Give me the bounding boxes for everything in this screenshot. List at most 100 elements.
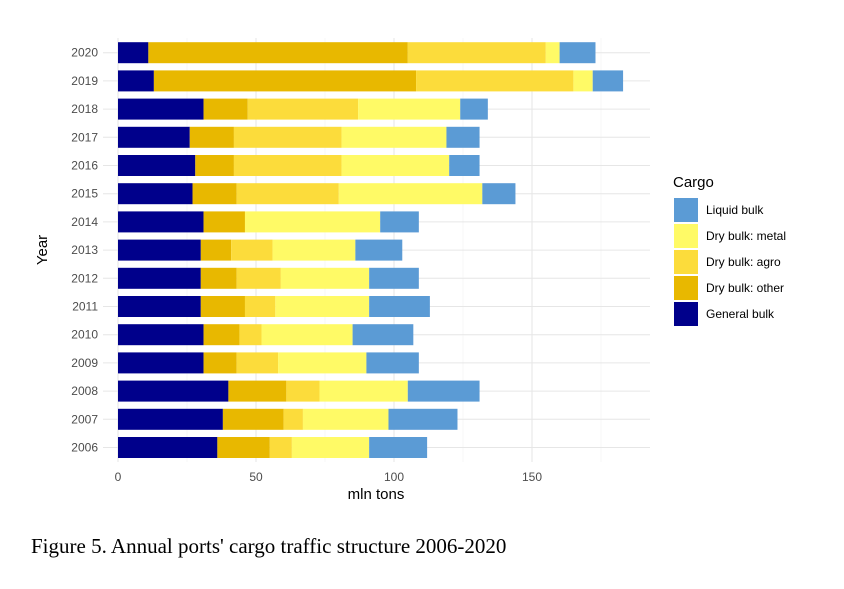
y-tick-label: 2006 — [71, 441, 98, 455]
bar-segment — [118, 98, 204, 120]
bar-segment — [239, 324, 262, 346]
legend-swatch — [674, 276, 698, 300]
bar-segment — [118, 211, 204, 233]
bar-segment — [118, 437, 218, 458]
y-tick-labels: 2006 2007 2008 2009 2010 2011 2012 2013 2014 2015… — [71, 46, 98, 455]
bar-segment — [118, 324, 204, 346]
legend-swatch — [674, 224, 698, 248]
y-tick-label: 2008 — [71, 384, 98, 398]
bar-segment — [236, 352, 279, 374]
bar-segment — [352, 324, 414, 346]
bar-segment — [200, 239, 232, 261]
bar-segment — [416, 70, 574, 92]
stacked-bar-chart: 2006 2007 2008 2009 2010 2011 2012 2013 2014 2015… — [34, 38, 786, 503]
y-tick-label: 2012 — [71, 271, 98, 285]
bar-segment — [545, 42, 560, 64]
bar-segment — [369, 267, 419, 289]
bar-segment — [482, 183, 516, 205]
bar-segment — [341, 126, 447, 148]
bar-segment — [369, 437, 428, 458]
y-axis-title: Year — [34, 235, 51, 265]
bar-segment — [366, 352, 419, 374]
bar-segment — [203, 211, 245, 233]
bar-segment — [446, 126, 480, 148]
bar-segment — [275, 296, 370, 317]
bar-segment — [203, 352, 237, 374]
bar-segment — [341, 155, 450, 176]
bar-segment — [449, 155, 480, 176]
bar-segment — [118, 126, 190, 148]
bar-segment — [291, 437, 370, 458]
y-tick-label: 2010 — [71, 328, 98, 342]
bar-segment — [261, 324, 353, 346]
legend-title: Cargo — [673, 174, 714, 191]
bar-segment — [592, 70, 624, 92]
y-tick-label: 2009 — [71, 356, 98, 370]
y-tick-label: 2020 — [71, 46, 98, 60]
bar-segment — [319, 380, 408, 402]
bar-segment — [280, 267, 370, 289]
y-tick-label: 2011 — [72, 300, 98, 314]
y-tick-label: 2016 — [71, 159, 98, 173]
bar-segment — [407, 380, 480, 402]
bar-segment — [460, 98, 488, 120]
bar-segment — [192, 183, 237, 205]
bar-segment — [118, 352, 204, 374]
bar-segment — [148, 42, 408, 64]
x-tick-label: 150 — [522, 470, 542, 484]
bar-segment — [236, 183, 339, 205]
bar-segment — [153, 70, 417, 92]
y-tick-label: 2017 — [71, 130, 98, 144]
bar-segment — [388, 408, 458, 430]
x-tick-label: 0 — [115, 470, 122, 484]
bar-segment — [233, 155, 342, 176]
x-tick-label: 100 — [384, 470, 404, 484]
y-tick-label: 2007 — [71, 412, 98, 426]
bar-segment — [283, 408, 303, 430]
x-tick-labels: 0 50 100 150 — [115, 470, 543, 484]
bar-segment — [189, 126, 234, 148]
y-tick-label: 2013 — [71, 243, 98, 257]
bar-segment — [118, 408, 223, 430]
bar-segment — [380, 211, 419, 233]
bar-segment — [407, 42, 546, 64]
bar-segment — [118, 239, 201, 261]
y-tick-label: 2014 — [71, 215, 98, 229]
bar-segment — [369, 296, 430, 317]
bar-segment — [233, 126, 342, 148]
bar-segment — [118, 70, 154, 92]
bar-segment — [247, 98, 359, 120]
y-tick-label: 2015 — [71, 187, 98, 201]
bar-segment — [118, 296, 201, 317]
bar-segment — [228, 380, 287, 402]
y-tick-label: 2019 — [71, 74, 98, 88]
bar-segment — [118, 267, 201, 289]
bar-segment — [231, 239, 273, 261]
bar-segment — [217, 437, 270, 458]
bar-segment — [118, 183, 193, 205]
legend-label: General bulk — [706, 307, 775, 321]
bar-segment — [358, 98, 461, 120]
bar-segment — [272, 239, 356, 261]
bar-segment — [278, 352, 367, 374]
bar-segment — [302, 408, 389, 430]
bar-segment — [118, 155, 196, 176]
bar-segment — [236, 267, 281, 289]
bar-segment — [200, 296, 245, 317]
legend-label: Dry bulk: other — [706, 281, 784, 295]
x-axis-title: mln tons — [348, 486, 405, 503]
bar-segment — [195, 155, 234, 176]
legend-swatch — [674, 198, 698, 222]
bar-segment — [118, 42, 149, 64]
bar-segment — [355, 239, 403, 261]
legend-label: Dry bulk: metal — [706, 229, 786, 243]
legend-label: Dry bulk: agro — [706, 255, 781, 269]
legend-swatch — [674, 302, 698, 326]
y-tick-label: 2018 — [71, 102, 98, 116]
legend-label: Liquid bulk — [706, 203, 764, 217]
bar-segment — [244, 296, 276, 317]
legend: Cargo Liquid bulk Dry bulk: metal Dry bulk… — [673, 174, 786, 326]
bar-segment — [222, 408, 284, 430]
bar-segment — [338, 183, 483, 205]
bar-segment — [203, 324, 240, 346]
